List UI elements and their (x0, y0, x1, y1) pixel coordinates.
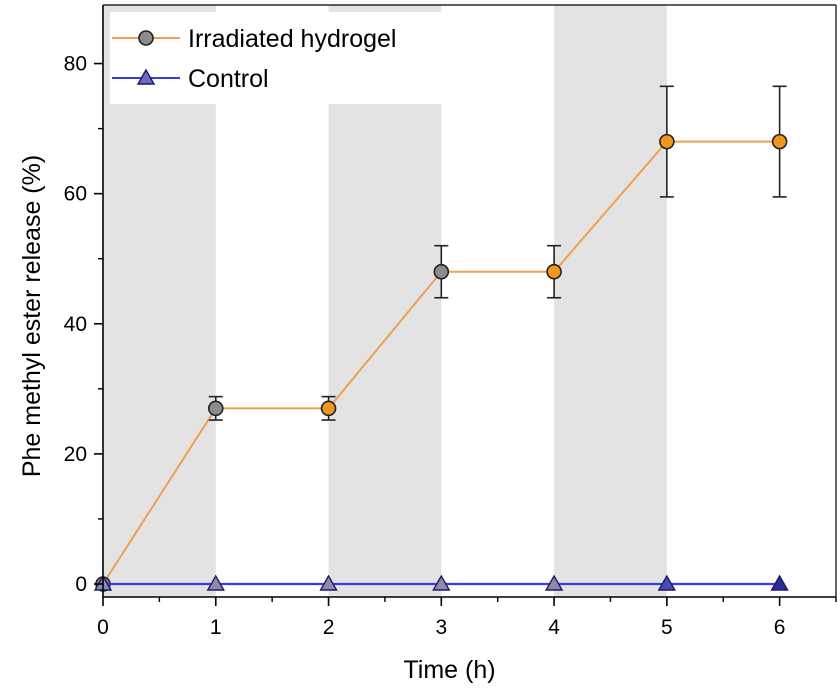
series-layer (93, 85, 789, 592)
x-tick-label: 5 (661, 616, 673, 639)
data-point (770, 574, 789, 591)
legend-label: Control (188, 65, 269, 93)
x-axis-title: Time (h) (403, 656, 495, 684)
y-tick-label: 40 (64, 313, 87, 336)
x-tick-label: 0 (97, 616, 109, 639)
y-tick-label: 80 (64, 53, 87, 76)
x-tick-label: 4 (548, 616, 560, 639)
data-point (771, 133, 788, 150)
x-tick-label: 3 (435, 616, 447, 639)
legend-background (110, 12, 455, 104)
series-control (93, 574, 789, 591)
legend-label: Irradiated hydrogel (188, 25, 396, 53)
data-point (207, 400, 224, 417)
data-point (659, 133, 675, 150)
data-point (319, 574, 338, 591)
series-irradiated-hydrogel (95, 85, 788, 592)
data-point (320, 400, 337, 417)
y-tick-label: 20 (64, 443, 87, 466)
data-point (206, 574, 225, 591)
data-point (432, 574, 451, 591)
legend-entry-control: Control (112, 65, 269, 93)
data-point (657, 574, 677, 591)
legend: Irradiated hydrogel Control (112, 25, 396, 93)
data-point (433, 263, 450, 280)
legend-marker (136, 68, 156, 85)
y-tick-label: 0 (75, 573, 87, 596)
shaded-interval (554, 5, 667, 597)
y-axis-title: Phe methyl ester release (%) (18, 155, 46, 477)
legend-box (110, 12, 455, 104)
data-point (544, 574, 564, 591)
x-tick-label: 2 (323, 616, 335, 639)
legend-entry-irradiated-hydrogel: Irradiated hydrogel (112, 25, 396, 53)
y-tick-label: 60 (64, 183, 87, 206)
legend-marker (138, 30, 154, 46)
x-tick-label: 6 (774, 616, 786, 639)
x-tick-label: 1 (210, 616, 222, 639)
data-point (546, 263, 562, 280)
